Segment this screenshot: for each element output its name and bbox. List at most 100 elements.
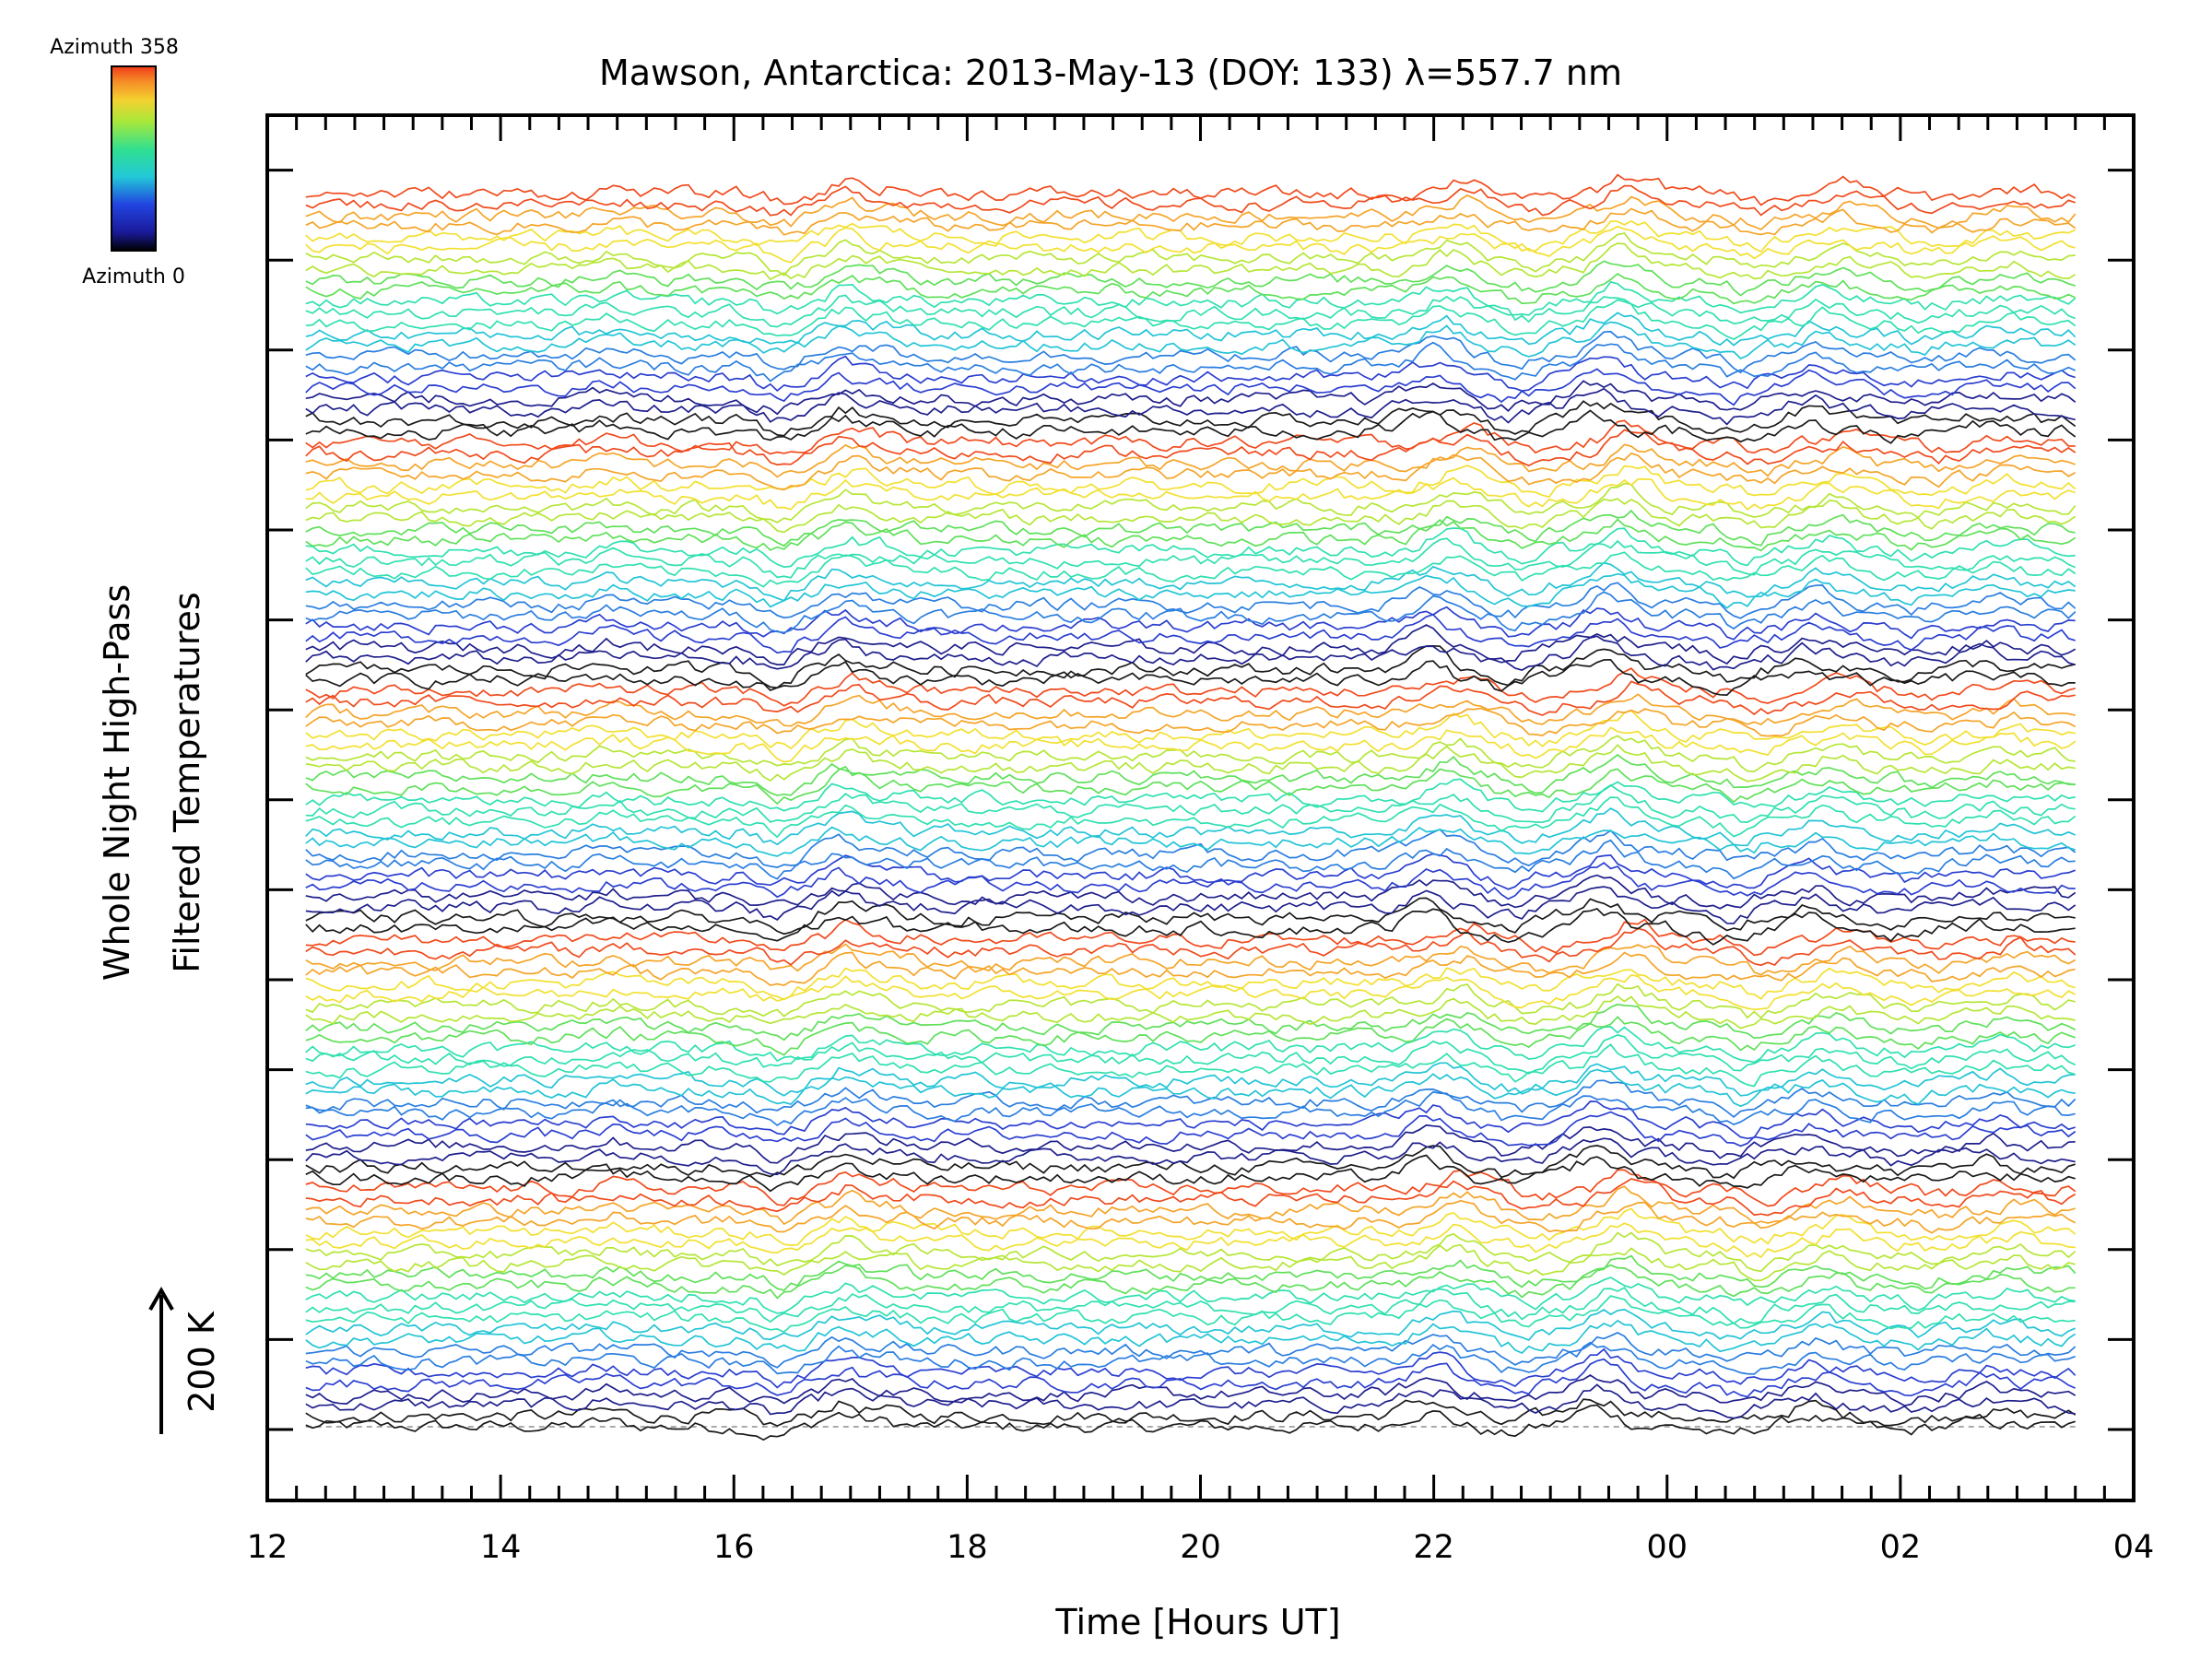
series-trace (305, 1319, 2077, 1355)
series-trace (305, 1383, 2076, 1419)
series-trace (305, 1145, 2076, 1180)
series-trace (305, 194, 2077, 230)
series-trace (305, 1243, 2076, 1282)
series-trace (305, 1373, 2077, 1406)
series-trace (305, 1398, 2077, 1428)
series-trace (305, 613, 2076, 654)
series-trace (305, 908, 2076, 946)
scale-arrow-head-icon (148, 1286, 174, 1311)
series-trace (305, 753, 2076, 796)
series-trace (305, 783, 2076, 824)
series-trace (305, 874, 2077, 910)
series-trace (305, 1308, 2077, 1342)
colorbar-top-label: Azimuth 358 (50, 36, 179, 59)
series-trace (305, 995, 2076, 1030)
series-trace (305, 299, 2077, 340)
series-trace (305, 260, 2076, 297)
series-trace (305, 419, 2076, 455)
y-axis-label-line1: Whole Night High-Pass (97, 584, 137, 981)
series-trace (305, 341, 2077, 382)
series-trace (305, 232, 2076, 276)
series-trace (305, 387, 2076, 426)
series-trace (305, 173, 2077, 206)
series-trace (305, 1207, 2077, 1246)
scale-label: 200 K (182, 1311, 222, 1413)
series-trace (305, 1003, 2077, 1041)
series-trace (305, 452, 2077, 491)
series-trace (305, 1254, 2077, 1291)
series-trace (305, 294, 2077, 328)
series-trace (305, 1111, 2077, 1147)
series-trace (305, 355, 2076, 393)
series-trace (305, 680, 2076, 716)
series-trace (305, 1043, 2076, 1088)
series-trace (305, 635, 2076, 672)
series-trace (305, 862, 2076, 900)
chart-title: Mawson, Antarctica: 2013-May-13 (DOY: 13… (599, 53, 1622, 93)
colorbar: Azimuth 358 Azimuth 0 (50, 36, 185, 288)
series-trace (305, 482, 2077, 524)
series-trace (305, 927, 2077, 967)
series-trace (305, 943, 2077, 976)
series-trace (305, 1079, 2077, 1118)
series-trace (305, 1287, 2076, 1324)
series-trace (305, 272, 2077, 305)
series-trace (305, 1154, 2076, 1193)
series-trace (305, 644, 2076, 689)
series-trace (305, 1222, 2076, 1259)
series-trace (305, 735, 2076, 772)
x-tick-label: 18 (947, 1529, 988, 1566)
series-trace (305, 465, 2077, 499)
series-trace (305, 624, 2077, 665)
series-trace (305, 853, 2076, 890)
series-trace (305, 551, 2077, 588)
series-trace (305, 1124, 2076, 1164)
scale-indicator: 200 K (148, 1286, 222, 1434)
series-trace (305, 572, 2076, 609)
series-trace (305, 1404, 2076, 1441)
series-trace (305, 280, 2077, 316)
series-trace (305, 1100, 2076, 1140)
series-trace (305, 1347, 2077, 1389)
colorbar-bottom-label: Azimuth 0 (82, 265, 185, 288)
x-tick-label: 16 (713, 1529, 755, 1566)
series-trace (305, 1332, 2077, 1369)
x-tick-label: 22 (1413, 1529, 1454, 1566)
series-trace (305, 518, 2077, 552)
series-trace (305, 1033, 2077, 1075)
series-trace (305, 509, 2076, 547)
y-axis-label-line2: Filtered Temperatures (167, 592, 207, 972)
series-trace (305, 826, 2076, 857)
series-trace (305, 951, 2076, 987)
x-tick-label: 14 (480, 1529, 522, 1566)
plot-frame (265, 113, 2136, 1502)
series-trace (305, 443, 2076, 478)
series-trace (305, 225, 2076, 264)
series-trace (305, 796, 2077, 839)
x-tick-label: 02 (1880, 1529, 1922, 1566)
series-trace (305, 806, 2077, 847)
series-trace (305, 886, 2077, 924)
series-trace (305, 498, 2077, 534)
series-trace (305, 409, 2077, 444)
series-trace (305, 709, 2076, 750)
series-trace (305, 561, 2077, 602)
series-trace (305, 582, 2077, 619)
series-trace (305, 1231, 2077, 1273)
series-trace (305, 207, 2077, 236)
series-trace (305, 537, 2077, 579)
x-axis-ticks (265, 115, 2136, 1500)
series-trace (305, 1062, 2076, 1097)
series-trace (305, 1358, 2077, 1398)
series-trace (305, 667, 2076, 707)
series-trace (305, 368, 2077, 406)
series-trace (305, 312, 2077, 347)
series-trace (305, 429, 2077, 467)
series-trace (305, 1137, 2076, 1176)
series-trace (305, 1295, 2076, 1334)
x-tick-label: 04 (2113, 1529, 2155, 1566)
series-trace (305, 330, 2077, 374)
colorbar-gradient (111, 65, 157, 252)
series-trace (305, 828, 2077, 868)
series-trace (305, 1185, 2076, 1226)
